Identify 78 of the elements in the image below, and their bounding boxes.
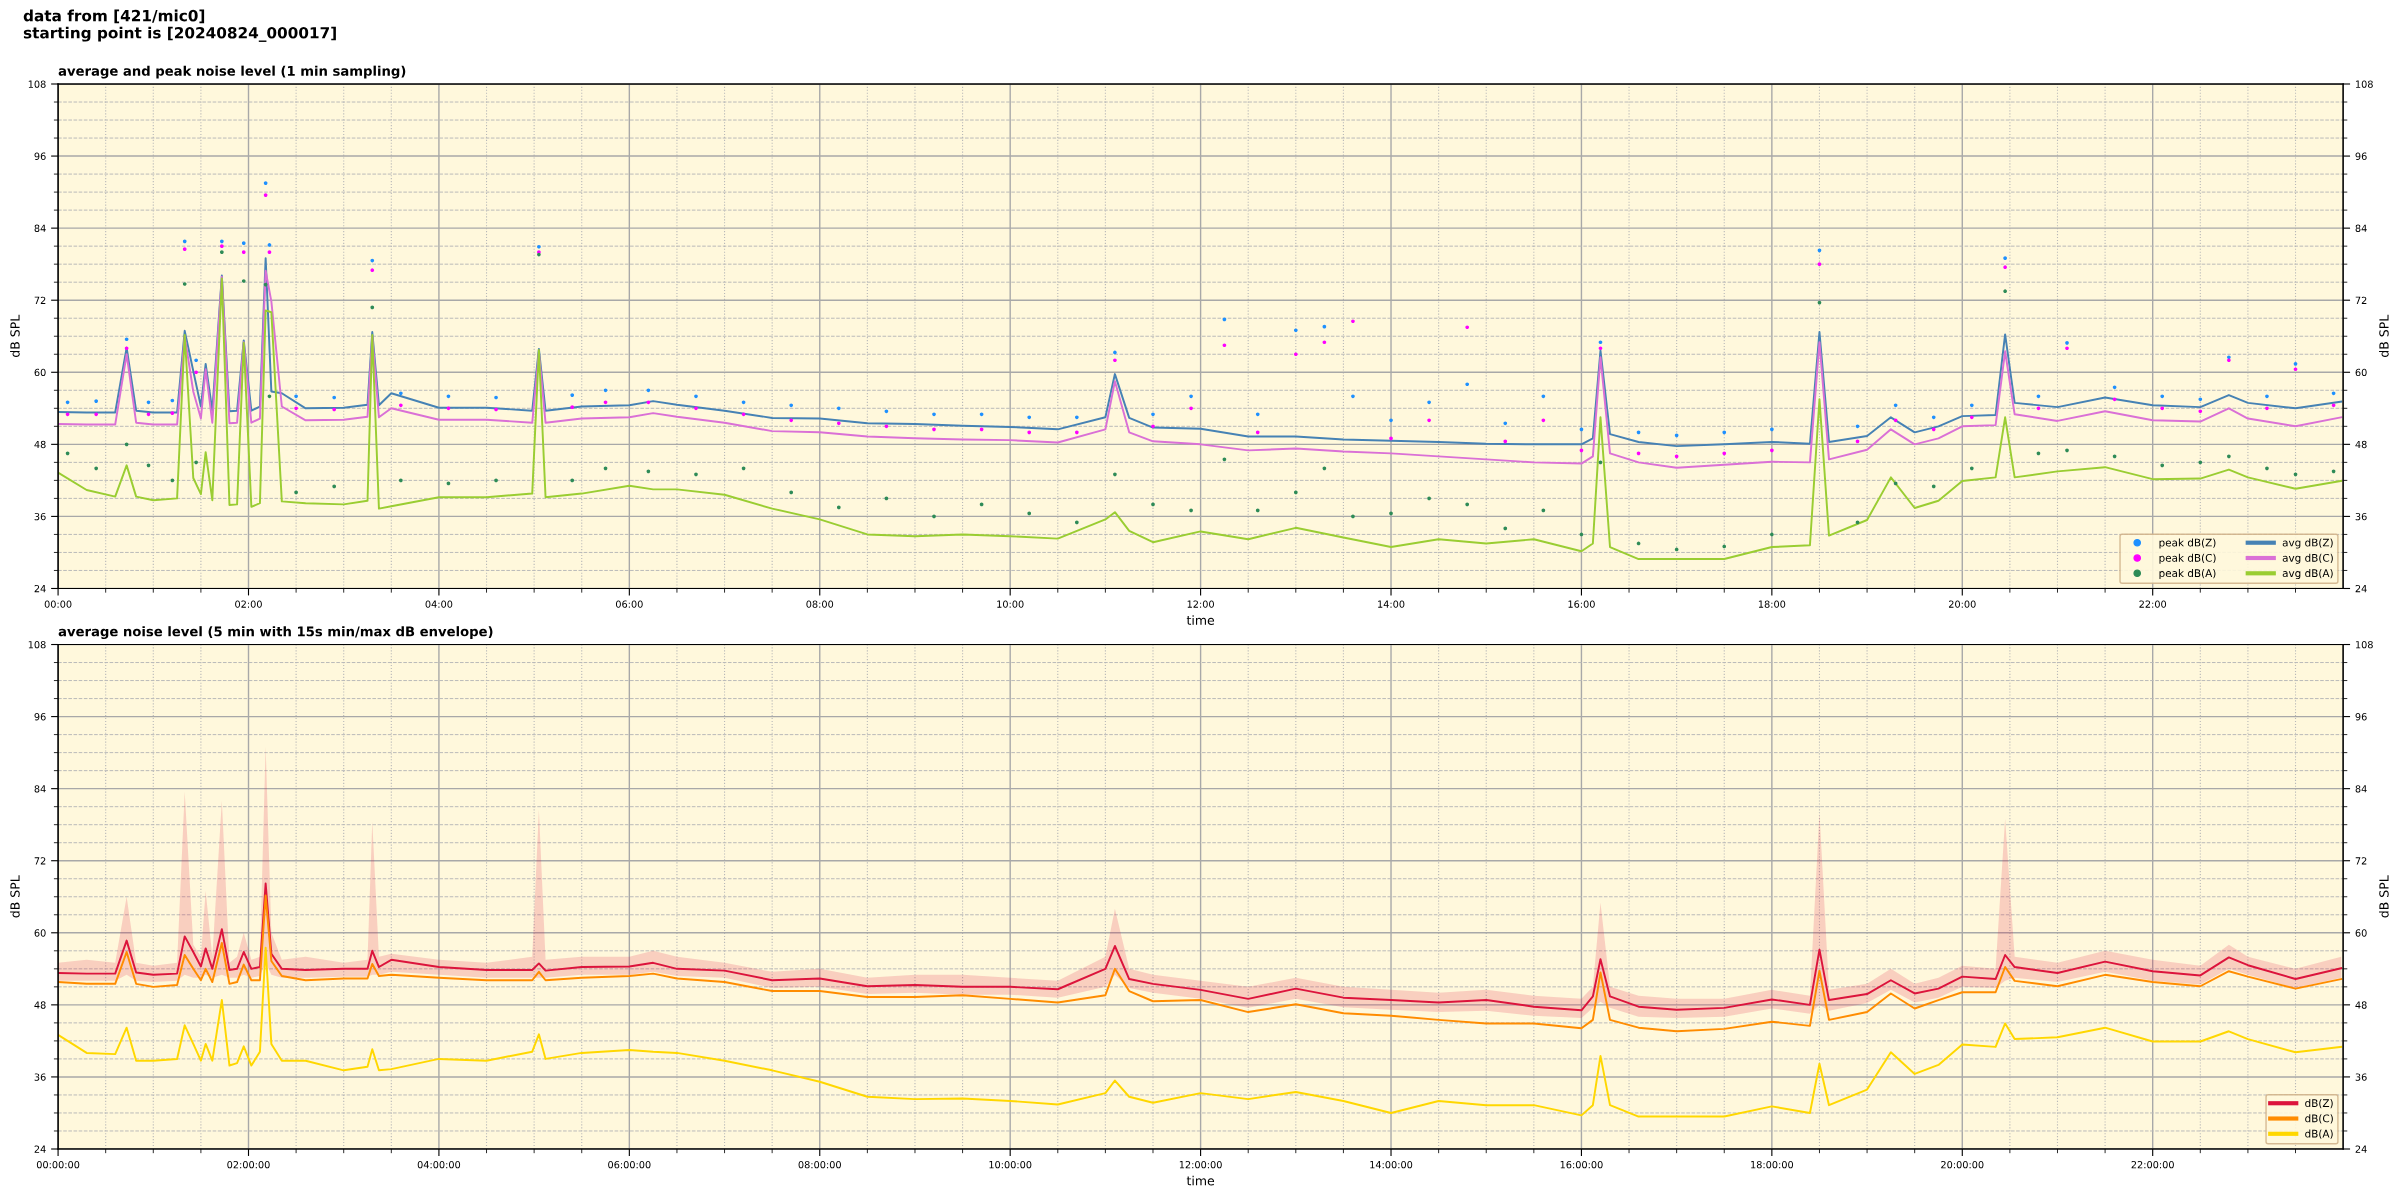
x-tick-label: 06:00:00 [608, 1160, 651, 1169]
y2-tick-label: 96 [2355, 713, 2367, 721]
text: data from [421/mic0] starting point is [20240824_000017] [23, 9, 336, 42]
y2-tick-label: 72 [2355, 857, 2367, 865]
y-tick-label: 24 [34, 1145, 46, 1153]
y-tick-label: 24 [34, 584, 46, 593]
x-tick-label: 00:00:00 [36, 1160, 80, 1169]
y-tick-label: 84 [34, 224, 46, 232]
y2-tick-label: 24 [2355, 1145, 2367, 1153]
chart-title: average and peak noise level (1 min sampling) [58, 65, 406, 79]
y2-axis-title: dB SPL [2379, 314, 2389, 358]
line-series [58, 269, 2343, 469]
x-tick-label: 02:00 [235, 600, 262, 608]
y2-tick-label: 84 [2355, 224, 2367, 232]
y2-tick-label: 60 [2355, 929, 2367, 937]
line-series [58, 894, 2343, 1033]
x-tick-label: 08:00 [806, 600, 834, 608]
x-tick-label: 12:00:00 [1179, 1160, 1222, 1169]
y2-tick-label: 36 [2355, 512, 2367, 521]
y2-tick-label: 108 [2355, 80, 2373, 88]
y-tick-label: 108 [28, 641, 46, 649]
y-tick-label: 36 [34, 512, 46, 521]
y-tick-label: 48 [34, 440, 46, 449]
y2-tick-label: 24 [2355, 584, 2367, 593]
y-tick-label: 72 [34, 857, 46, 865]
y2-tick-label: 108 [2355, 641, 2373, 649]
x-tick-label: 04:00 [425, 600, 453, 608]
y2-tick-label: 72 [2355, 296, 2367, 304]
y-tick-label: 108 [28, 80, 46, 88]
legend-label: dB(Z) [2305, 1098, 2333, 1109]
legend-label: dB(C) [2305, 1114, 2333, 1124]
y-tick-label: 60 [34, 929, 46, 937]
y-tick-label: 96 [34, 713, 46, 721]
x-tick-label: 02:00:00 [227, 1160, 270, 1169]
y-tick-label: 96 [34, 152, 46, 160]
y2-axis-title: dB SPL [2379, 875, 2389, 918]
x-tick-label: 16:00:00 [1560, 1160, 1603, 1169]
legend-label: peak dB(A) [2159, 569, 2216, 580]
x-tick-label: 16:00 [1568, 600, 1595, 608]
y2-tick-label: 60 [2355, 368, 2367, 377]
legend-label: avg dB(C) [2282, 553, 2333, 564]
x-tick-label: 14:00:00 [1370, 1160, 1413, 1169]
x-tick-label: 08:00:00 [798, 1160, 841, 1169]
x-tick-label: 20:00 [1948, 600, 1976, 608]
legend-label: avg dB(A) [2282, 569, 2333, 580]
x-tick-label: 18:00:00 [1751, 1160, 1794, 1169]
y-axis-title: dB SPL [10, 875, 20, 918]
chart-title: average noise level (5 min with 15s min/max dB envelope) [58, 626, 493, 640]
y-tick-label: 60 [34, 368, 46, 377]
line-series [58, 257, 2343, 448]
legend-label: peak dB(Z) [2159, 538, 2216, 549]
y-tick-label: 84 [34, 785, 46, 793]
x-tick-label: 12:00 [1187, 600, 1214, 608]
x-tick-label: 20:00:00 [1941, 1160, 1984, 1169]
legend-label: dB(A) [2305, 1129, 2333, 1139]
y2-tick-label: 36 [2355, 1073, 2367, 1081]
y-tick-label: 72 [34, 296, 46, 304]
y-tick-label: 48 [34, 1001, 46, 1009]
x-tick-label: 10:00:00 [989, 1160, 1032, 1169]
x-tick-label: 18:00 [1758, 600, 1786, 608]
x-axis-title: time [1186, 615, 1215, 625]
x-tick-label: 22:00:00 [2131, 1160, 2174, 1169]
x-tick-label: 06:00 [615, 600, 643, 608]
legend-label: peak dB(C) [2159, 553, 2216, 564]
y-axis-title: dB SPL [10, 314, 20, 358]
x-tick-label: 04:00:00 [417, 1160, 461, 1169]
x-tick-label: 10:00 [997, 600, 1024, 608]
y2-tick-label: 48 [2355, 440, 2367, 449]
y2-tick-label: 84 [2355, 785, 2367, 793]
y2-tick-label: 48 [2355, 1001, 2367, 1009]
legend-label: avg dB(Z) [2282, 538, 2333, 549]
y2-tick-label: 96 [2355, 152, 2367, 160]
line-series [58, 882, 2343, 1012]
y-tick-label: 36 [34, 1073, 46, 1081]
x-tick-label: 00:00 [44, 600, 72, 608]
x-tick-label: 22:00 [2139, 600, 2167, 608]
x-tick-label: 14:00 [1378, 600, 1405, 608]
x-axis-title: time [1186, 1175, 1215, 1186]
